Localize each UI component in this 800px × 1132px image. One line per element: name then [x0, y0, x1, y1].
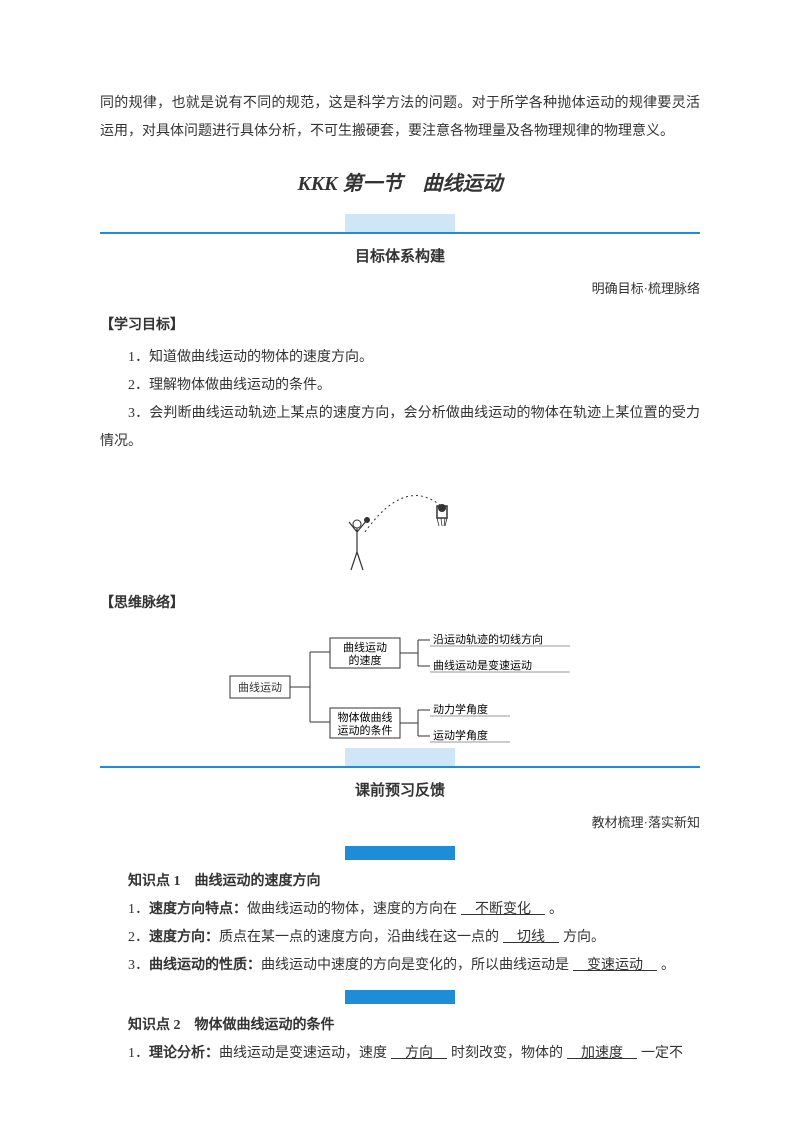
fill-blank: 不断变化	[457, 902, 549, 917]
kp2-title: 知识点 2 物体做曲线运动的条件	[100, 1012, 700, 1040]
mm-leaf-3: 动力学角度	[433, 702, 488, 716]
svg-text:曲线运动: 曲线运动	[343, 640, 387, 654]
section-banner-1	[100, 214, 700, 234]
kp1-line-2: 2．速度方向：质点在某一点的速度方向，沿曲线在这一点的 切线 方向。	[100, 924, 700, 952]
mm-leaf-1: 沿运动轨迹的切线方向	[433, 632, 543, 646]
fill-blank: 切线	[499, 930, 563, 945]
objective-item-3: 3．会判断曲线运动轨迹上某点的速度方向，会分析做曲线运动的物体在轨迹上某位置的受…	[100, 400, 700, 456]
mm-leaf-4: 运动学角度	[433, 728, 488, 742]
fill-blank: 加速度	[563, 1046, 641, 1061]
kp1-line-1: 1．速度方向特点：做曲线运动的物体，速度的方向在 不断变化 。	[100, 896, 700, 924]
chapter-title: KKK 第一节 曲线运动	[100, 164, 700, 204]
objective-item-1: 1．知道做曲线运动的物体的速度方向。	[100, 344, 700, 372]
mindmap-label: 【思维脉络】	[100, 590, 700, 618]
objective-item-2: 2．理解物体做曲线运动的条件。	[100, 372, 700, 400]
intro-paragraph: 同的规律，也就是说有不同的规范，这是科学方法的问题。对于所学各种抛体运动的规律要…	[100, 90, 700, 146]
section-heading-2: 课前预习反馈	[100, 776, 700, 806]
mindmap-figure: 曲线运动 曲线运动 的速度 沿运动轨迹的切线方向 曲线运动是变速运动 物体做曲线…	[100, 622, 700, 752]
svg-text:运动的条件: 运动的条件	[338, 723, 393, 737]
objectives-label: 【学习目标】	[100, 312, 700, 340]
mm-leaf-2: 曲线运动是变速运动	[433, 658, 532, 672]
fill-blank: 变速运动	[569, 958, 661, 973]
banner-line-2	[100, 766, 700, 768]
blue-bar-1	[345, 846, 455, 860]
banner-tab	[345, 214, 455, 232]
section-sub-2: 教材梳理·落实新知	[100, 810, 700, 836]
kp2-line-1: 1．理论分析：曲线运动是变速运动，速度 方向 时刻改变，物体的 加速度 一定不	[100, 1040, 700, 1068]
basketball-figure	[100, 470, 700, 580]
kp1-title: 知识点 1 曲线运动的速度方向	[100, 868, 700, 896]
fill-blank: 方向	[387, 1046, 451, 1061]
svg-text:物体做曲线: 物体做曲线	[338, 710, 393, 724]
blue-bar-2	[345, 990, 455, 1004]
kp1-line-3: 3．曲线运动的性质：曲线运动中速度的方向是变化的，所以曲线运动是 变速运动 。	[100, 952, 700, 980]
banner-line	[100, 232, 700, 234]
section-heading-1: 目标体系构建	[100, 242, 700, 272]
section-sub-1: 明确目标·梳理脉络	[100, 276, 700, 302]
mm-root: 曲线运动	[238, 680, 282, 694]
svg-text:的速度: 的速度	[349, 653, 382, 667]
